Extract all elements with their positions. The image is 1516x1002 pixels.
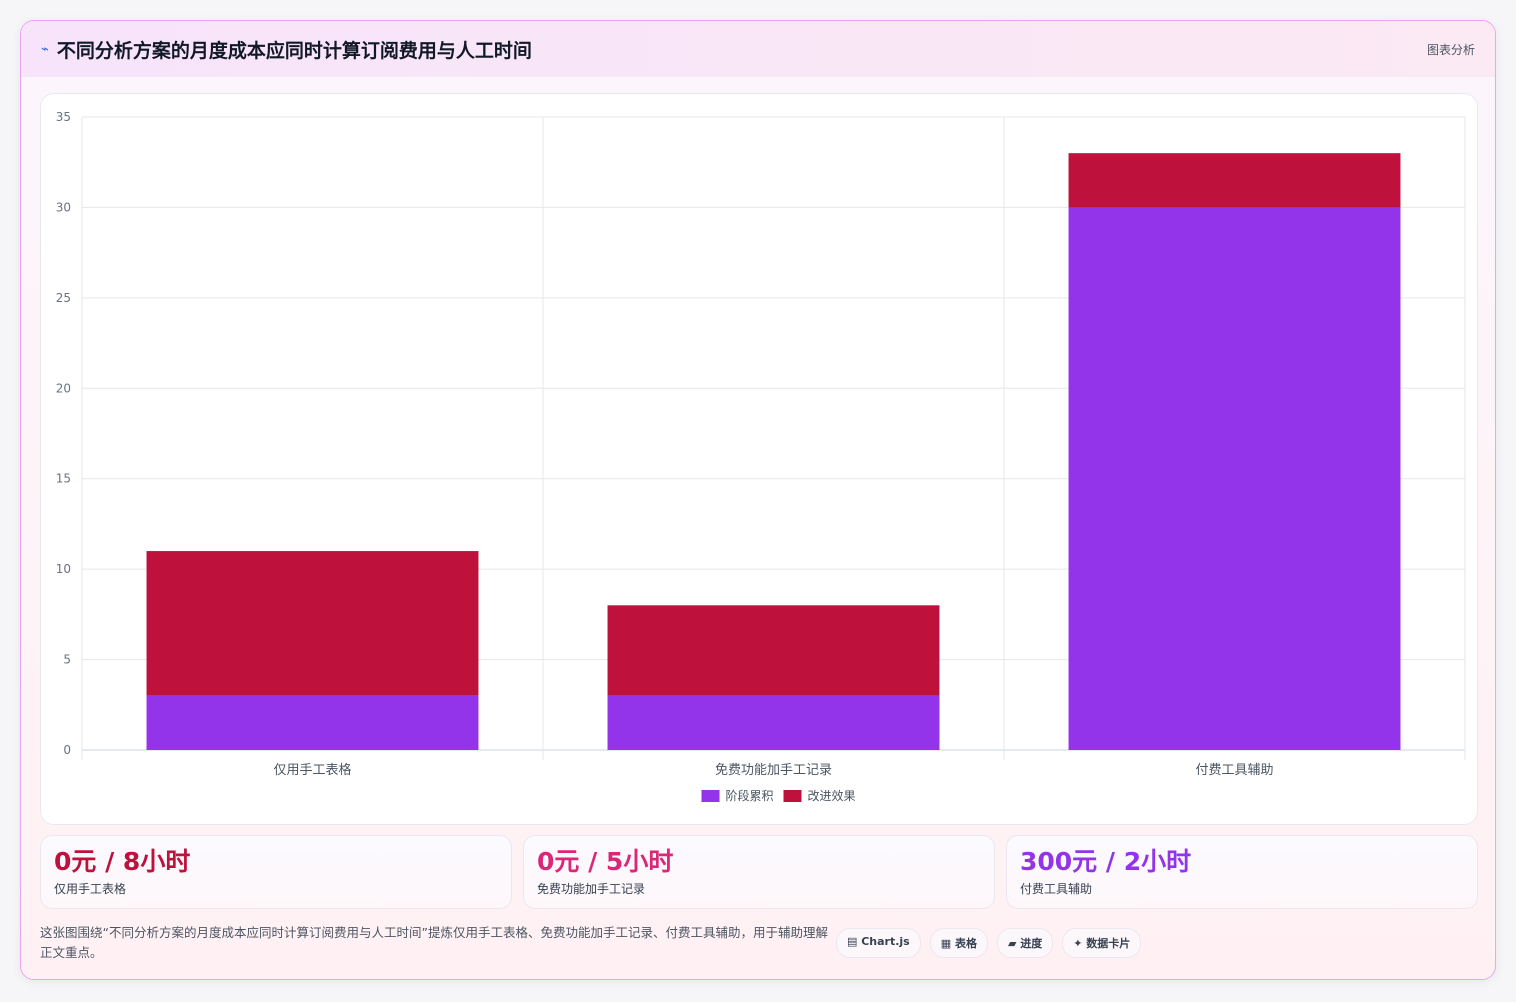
stat-value: 0元 / 8小时 [54, 847, 191, 876]
chart-type-tag: 图表分析 [1426, 42, 1475, 57]
chart-container: 0 5 10 15 20 25 30 35 仅用手工表格 免费功能加手工记录 付费工具辅助阶段累积 改… [40, 93, 1478, 825]
y-tick-label: 15 [56, 472, 71, 486]
legend-label: 改进效果 [808, 788, 856, 803]
stat-value: 0元 / 5小时 [537, 847, 674, 876]
chart-card: ⌁ 不同分析方案的月度成本应同时计算订阅费用与人工时间 图表分析 0 5 10 15 2… [20, 20, 1496, 980]
feature-chips: ▤ Chart.js ▦ 表格 ▰ 进度 ✦ 数据卡片 [836, 928, 1142, 958]
bar-segment [1068, 207, 1401, 750]
stat-label: 免费功能加手工记录 [537, 882, 646, 896]
y-tick-label: 20 [56, 381, 71, 395]
x-tick-label: 免费功能加手工记录 [715, 763, 832, 778]
chart-line-icon: ⌁ [41, 41, 49, 57]
y-tick-label: 30 [56, 200, 71, 214]
chip-data-card[interactable]: ✦ 数据卡片 [1062, 928, 1142, 958]
stat-value: 300元 / 2小时 [1020, 847, 1192, 876]
card-header: ⌁ 不同分析方案的月度成本应同时计算订阅费用与人工时间 图表分析 [21, 21, 1495, 77]
stat-label: 仅用手工表格 [54, 882, 127, 896]
y-tick-label: 25 [56, 291, 71, 305]
y-tick-label: 10 [56, 562, 71, 576]
chip-table[interactable]: ▦ 表格 [929, 928, 988, 958]
y-tick-label: 35 [56, 110, 71, 124]
stat-label: 付费工具辅助 [1020, 882, 1093, 896]
bar-segment [1068, 153, 1401, 208]
stat-card: 0元 / 5小时 免费功能加手工记录 [523, 835, 995, 909]
legend-label: 阶段累积 [726, 788, 774, 803]
chip-chartjs[interactable]: ▤ Chart.js [836, 928, 921, 958]
bar-segment [146, 695, 479, 750]
card-footer: 这张图围绕“不同分析方案的月度成本应同时计算订阅费用与人工时间”提炼仅用手工表格… [40, 923, 1478, 963]
y-tick-label: 0 [63, 743, 71, 757]
bar-segment [607, 695, 940, 750]
bar-segment [607, 605, 940, 696]
legend-swatch [701, 790, 720, 802]
x-tick-label: 仅用手工表格 [273, 762, 351, 778]
bar-segment [146, 551, 479, 696]
stat-cards: 0元 / 8小时 仅用手工表格 0元 / 5小时 免费功能加手工记录 300元 … [40, 835, 1478, 909]
chart-description: 这张图围绕“不同分析方案的月度成本应同时计算订阅费用与人工时间”提炼仅用手工表格… [40, 925, 828, 960]
stat-card: 300元 / 2小时 付费工具辅助 [1006, 835, 1478, 909]
y-tick-label: 5 [63, 653, 71, 667]
x-tick-label: 付费工具辅助 [1195, 763, 1273, 778]
chip-progress[interactable]: ▰ 进度 [996, 928, 1054, 958]
stat-card: 0元 / 8小时 仅用手工表格 [40, 835, 512, 909]
chart-title: 不同分析方案的月度成本应同时计算订阅费用与人工时间 [56, 39, 532, 62]
legend-swatch [783, 790, 802, 802]
